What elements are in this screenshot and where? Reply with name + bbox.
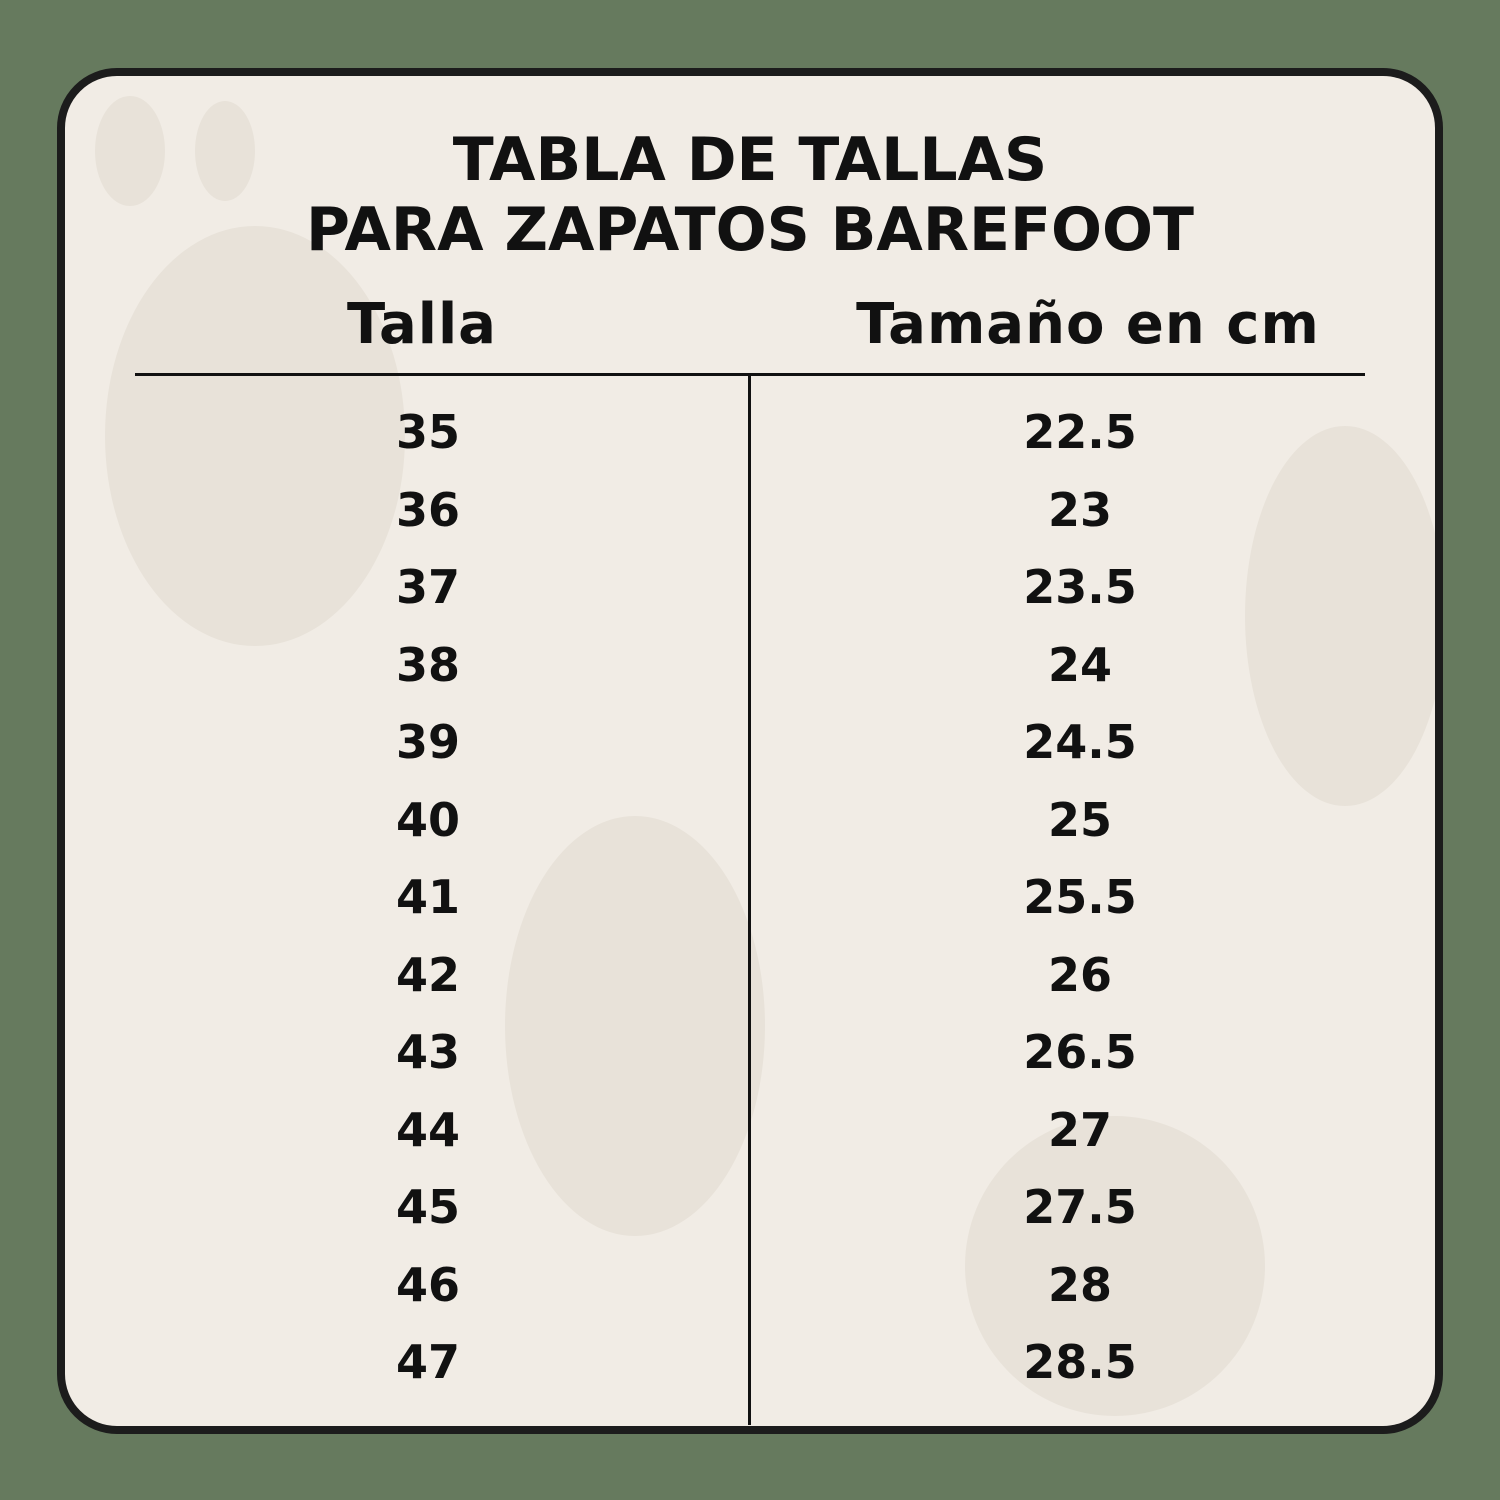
footprint-decoration [95,96,165,206]
cm-cell: 25 [1047,792,1112,847]
cm-cell: 26.5 [1023,1025,1137,1079]
header-divider [135,373,1365,376]
cm-cell: 25.5 [1023,870,1137,924]
footprint-decoration [505,816,765,1236]
cm-cell: 28 [1047,1257,1112,1312]
size-cell: 46 [395,1257,460,1312]
header-cm: Tamaño en cm [856,292,1320,357]
cm-cell: 28.5 [1023,1335,1137,1389]
header-size: Talla [347,292,497,357]
size-cell: 47 [395,1335,460,1389]
cm-cell: 23 [1047,482,1112,537]
size-cell: 35 [395,405,460,459]
cm-cell: 24 [1047,637,1112,692]
footprint-decoration [195,101,255,201]
size-column: 35 36 37 38 39 40 41 42 43 44 45 46 47 [228,400,628,1408]
cm-cell: 26 [1047,947,1112,1002]
size-cell: 38 [395,637,460,692]
cm-cell: 23.5 [1023,560,1137,614]
size-cell: 44 [395,1102,460,1157]
cm-cell: 27.5 [1023,1180,1137,1234]
size-cell: 40 [395,792,460,847]
cm-cell: 24.5 [1023,715,1137,769]
footprint-decoration [1245,426,1435,806]
size-cell: 37 [395,560,460,614]
cm-cell: 27 [1047,1102,1112,1157]
size-cell: 43 [395,1025,460,1079]
title-line-2: PARA ZAPATOS BAREFOOT [306,195,1194,265]
size-cell: 36 [395,482,460,537]
footprint-decoration [105,226,405,646]
size-cell: 42 [395,947,460,1002]
cm-column: 22.5 23 23.5 24 24.5 25 25.5 26 26.5 27 27.5 28 28.5 [880,400,1280,1408]
column-divider [748,375,751,1425]
title-line-1: TABLA DE TALLAS [452,125,1048,195]
footprint-decoration [965,1116,1265,1416]
size-cell: 39 [395,715,460,769]
size-cell: 45 [395,1180,460,1234]
cm-cell: 22.5 [1023,405,1137,459]
size-cell: 41 [395,870,460,924]
